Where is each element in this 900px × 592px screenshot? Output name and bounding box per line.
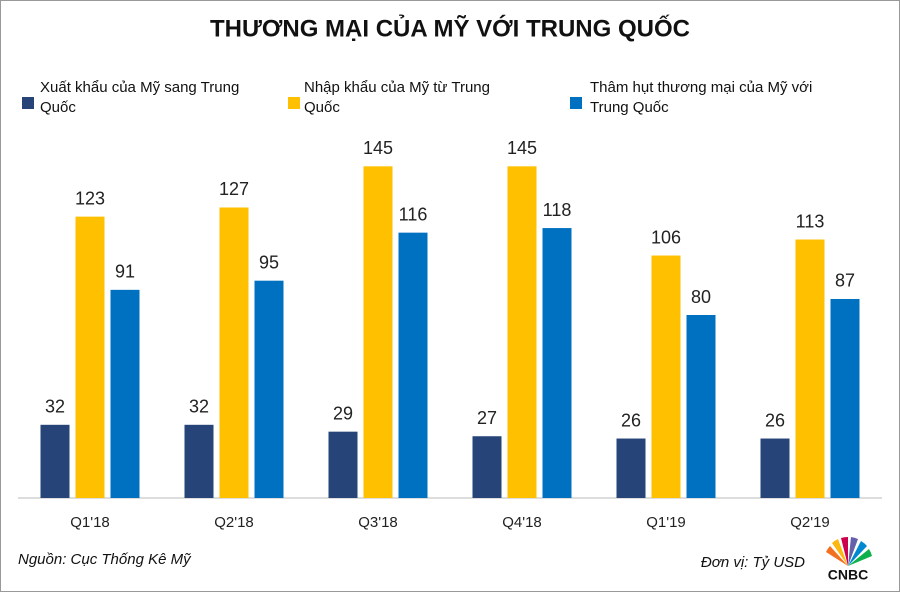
bar <box>254 280 284 498</box>
value-label: 26 <box>621 410 641 430</box>
bar <box>830 298 860 498</box>
value-label: 145 <box>363 138 393 158</box>
logo-text: CNBC <box>828 567 868 583</box>
bar <box>219 207 249 499</box>
source: Nguồn: Cục Thống Kê Mỹ <box>18 551 192 568</box>
bar <box>651 255 681 498</box>
bar <box>398 232 428 498</box>
chart-title: THƯƠNG MẠI CỦA MỸ VỚI TRUNG QUỐC <box>210 13 690 42</box>
value-label: 80 <box>691 287 711 307</box>
value-label: 29 <box>333 403 353 423</box>
value-label: 116 <box>399 204 428 224</box>
legend-swatch <box>570 97 582 109</box>
legend-swatch <box>22 97 34 109</box>
bar <box>110 289 140 498</box>
x-tick-label: Q1'19 <box>646 514 686 531</box>
bar <box>472 436 502 498</box>
value-label: 32 <box>45 397 65 417</box>
value-label: 106 <box>651 227 681 247</box>
legend-label: Xuất khẩu của Mỹ sang Trung Quốc <box>40 79 240 116</box>
logo: CNBC <box>826 536 872 583</box>
value-label: 32 <box>189 397 209 417</box>
value-label: 87 <box>835 271 855 291</box>
bar <box>542 228 572 498</box>
value-label: 27 <box>477 408 497 428</box>
bar <box>795 239 825 498</box>
value-label: 127 <box>219 179 249 199</box>
legend-label: Nhập khẩu của Mỹ từ Trung Quốc <box>304 79 490 116</box>
bar <box>686 315 716 498</box>
bar <box>616 438 646 498</box>
value-label: 91 <box>115 262 135 282</box>
value-label: 26 <box>765 410 785 430</box>
x-tick-label: Q2'18 <box>214 514 254 531</box>
value-label: 145 <box>507 138 537 158</box>
unit-note: Đơn vị: Tỷ USD <box>701 554 805 571</box>
x-tick-label: Q2'19 <box>790 514 830 531</box>
value-label: 113 <box>796 211 825 231</box>
bar <box>184 424 214 498</box>
bar <box>363 166 393 498</box>
bar <box>760 438 790 498</box>
bar <box>507 166 537 498</box>
x-tick-label: Q4'18 <box>502 514 542 531</box>
bar <box>75 216 105 498</box>
value-label: 118 <box>543 200 572 220</box>
value-label: 95 <box>259 252 279 272</box>
x-tick-label: Q3'18 <box>358 514 398 531</box>
legend-swatch <box>288 97 300 109</box>
legend-label: Thâm hụt thương mại của Mỹ với Trung Quố… <box>590 79 813 116</box>
x-tick-label: Q1'18 <box>70 514 110 531</box>
value-label: 123 <box>75 188 105 208</box>
bar <box>40 424 70 498</box>
bar <box>328 431 358 498</box>
